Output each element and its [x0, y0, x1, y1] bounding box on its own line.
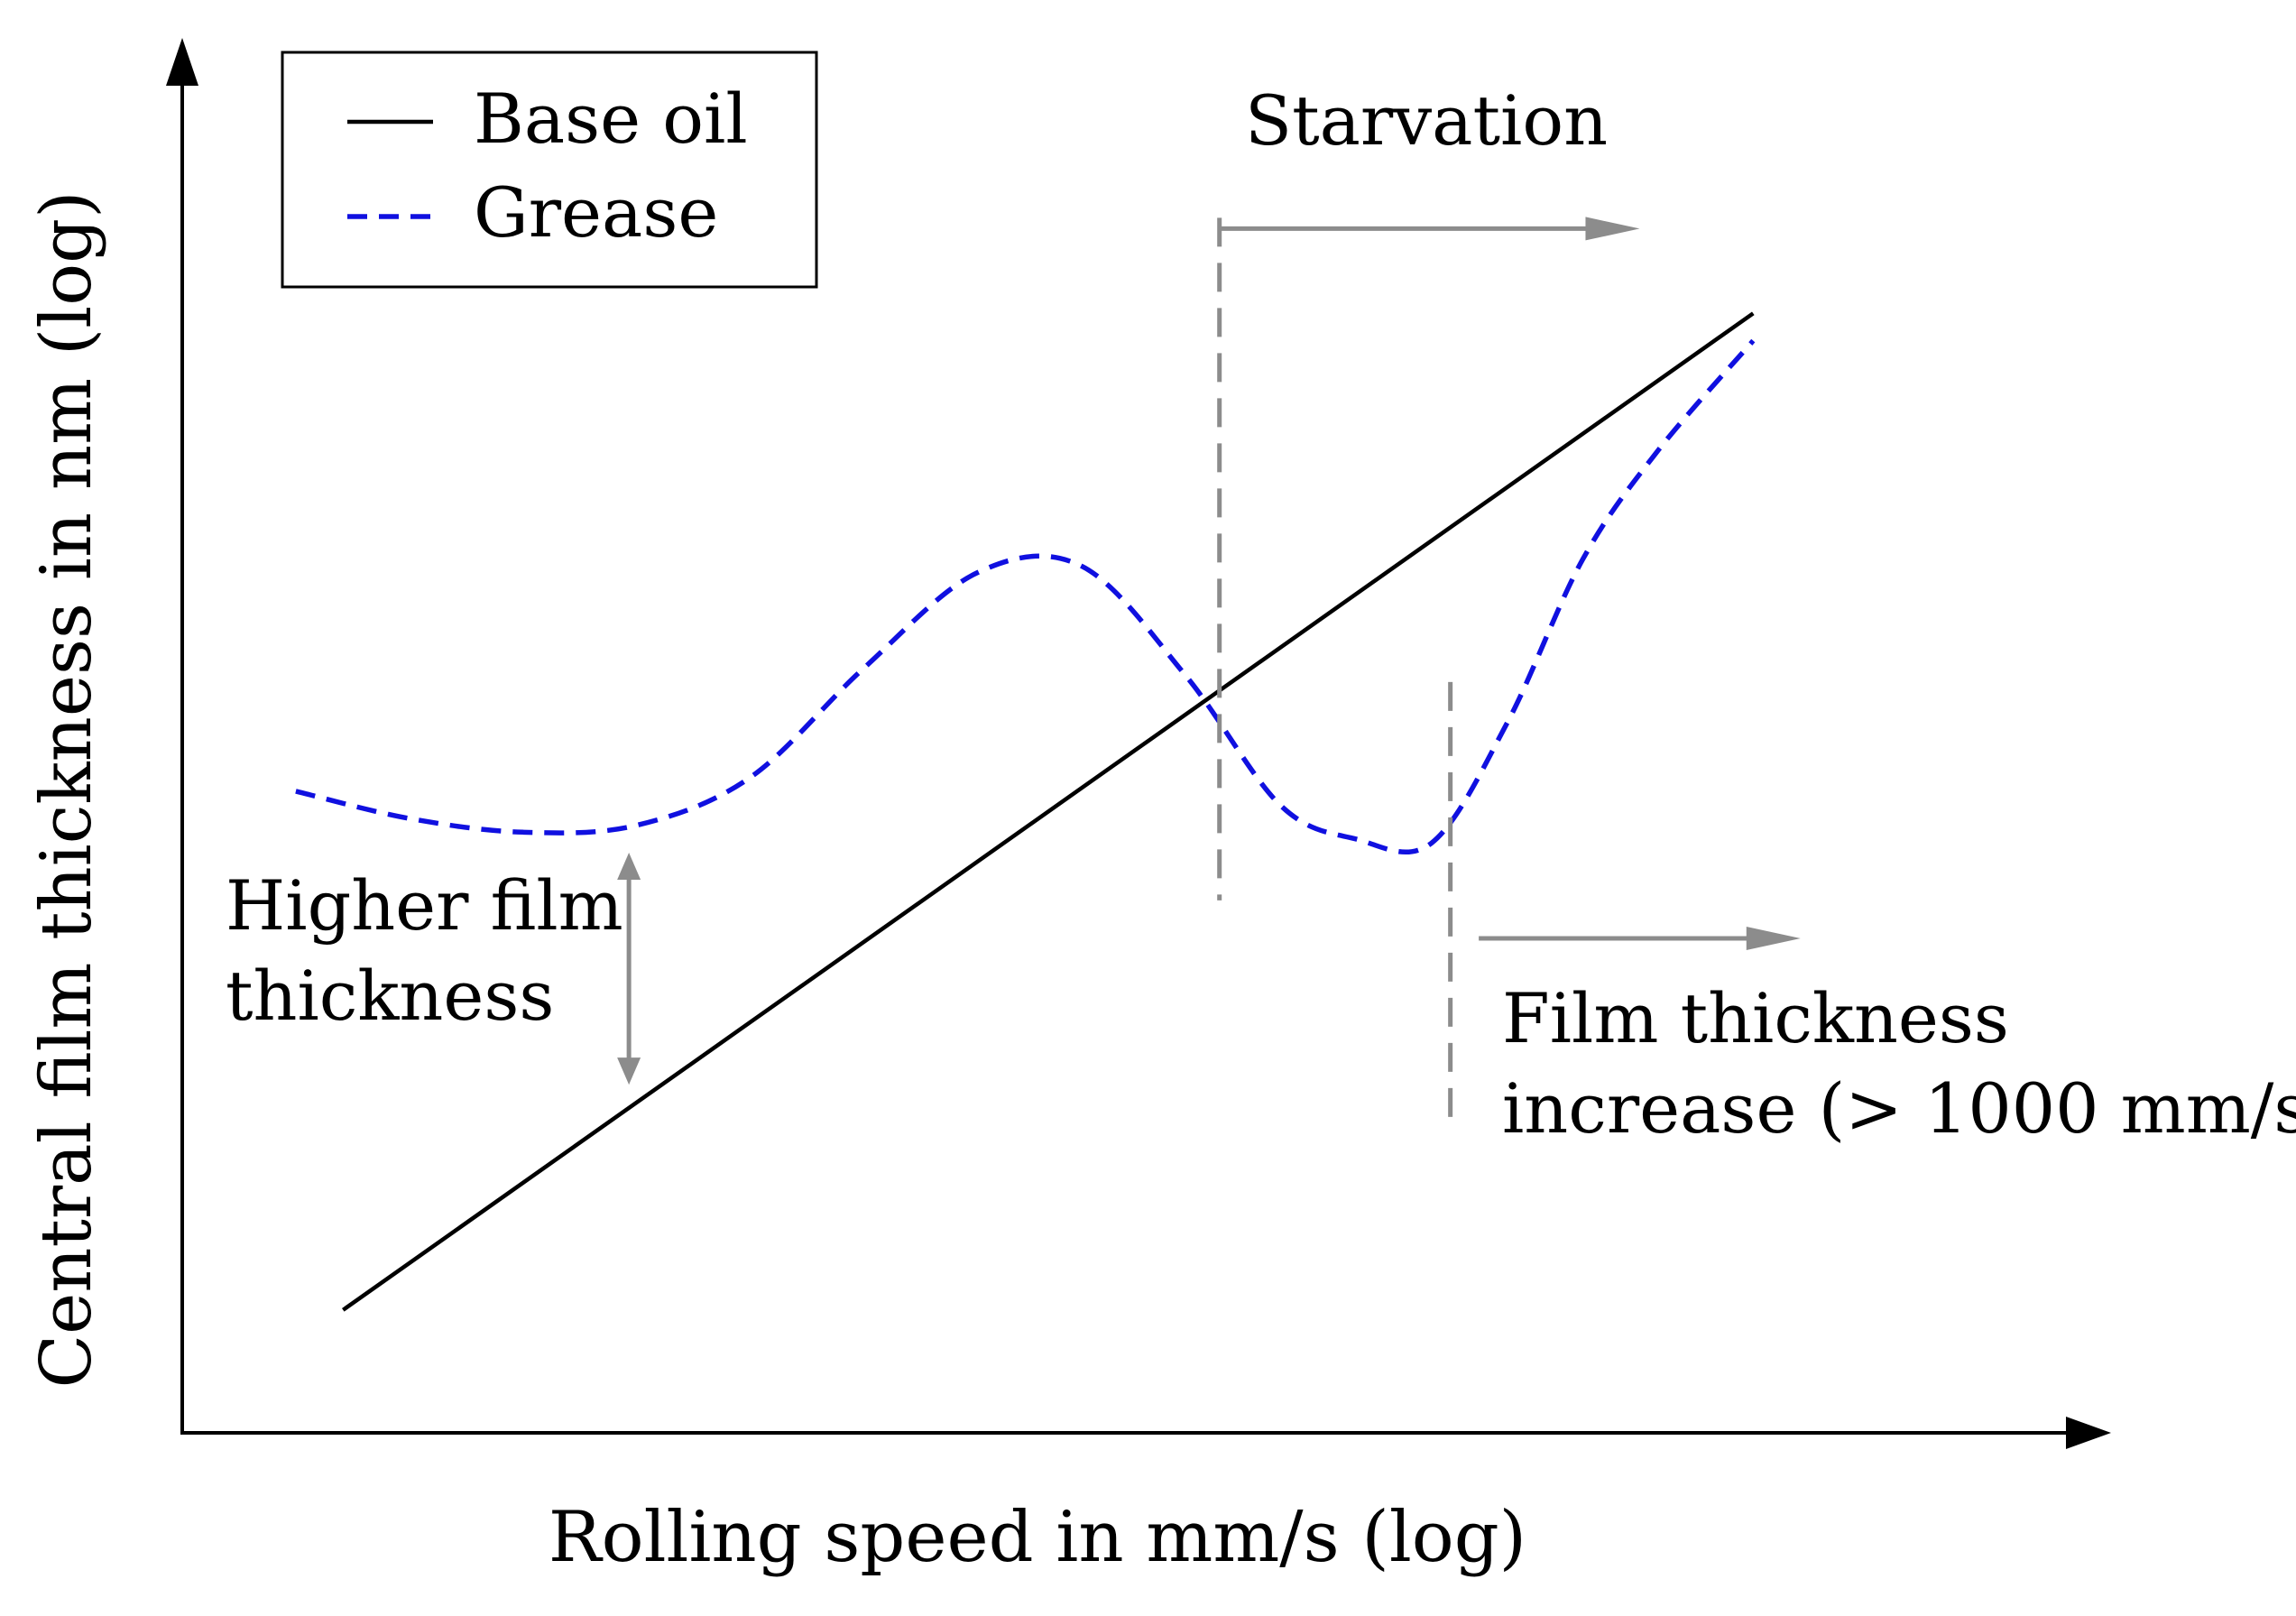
y-axis-label: Central film thickness in nm (log)	[26, 190, 107, 1388]
legend-box	[281, 51, 818, 289]
x-axis-label: Rolling speed in mm/s (log)	[549, 1497, 1526, 1578]
film-thickness-increase-label-line-2: increase (> 1000 mm/s)	[1502, 1068, 2296, 1149]
x-axis-arrowhead	[2066, 1417, 2111, 1449]
grease-line	[295, 338, 1756, 854]
y-axis-arrowhead	[166, 38, 198, 86]
legend-grease-label: Grease	[474, 172, 718, 253]
legend-base-oil-label: Base oil	[474, 78, 748, 159]
higher-film-thickness-label-line-1: Higher film	[226, 865, 623, 946]
film-thickness-increase-label-line-1: Film thickness	[1502, 978, 2009, 1058]
film-thickness-increase-arrowhead	[1746, 927, 1801, 950]
starvation-arrowhead	[1585, 217, 1640, 241]
higher-film-thickness-label-line-2: thickness	[226, 956, 554, 1036]
higher-film-thickness-arrowhead-bottom	[617, 1057, 641, 1085]
starvation-label: Starvation	[1245, 80, 1608, 161]
base-oil-line	[342, 311, 1755, 1312]
higher-film-thickness-arrowhead-top	[617, 852, 641, 880]
